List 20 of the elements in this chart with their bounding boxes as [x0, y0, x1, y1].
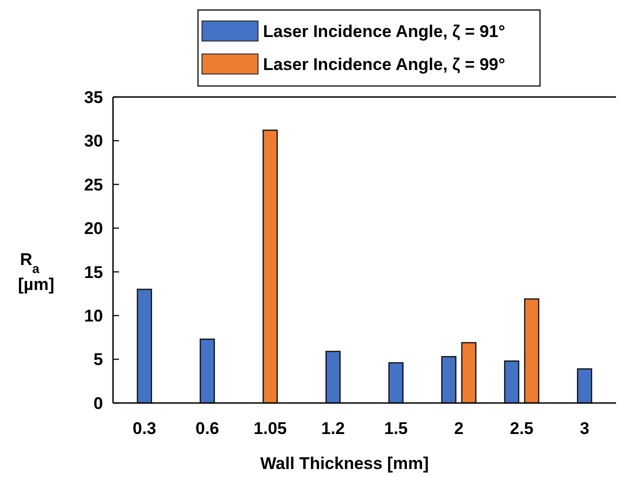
legend-label: Laser Incidence Angle, ζ = 99° — [263, 54, 506, 74]
x-tick-label: 1.05 — [254, 419, 287, 438]
y-tick-label: 5 — [94, 350, 103, 370]
y-tick-label: 0 — [94, 394, 103, 413]
y-tick-label: 15 — [84, 262, 103, 282]
x-tick-label: 2 — [454, 419, 464, 438]
x-axis-title: Wall Thickness [mm] — [260, 454, 429, 473]
y-tick-label: 30 — [84, 132, 103, 151]
x-tick-label: 1.2 — [321, 419, 345, 438]
x-tick-label: 0.6 — [195, 419, 220, 438]
y-tick-label: 25 — [84, 175, 103, 194]
y-tick-label: 10 — [84, 306, 103, 326]
x-tick-label: 0.3 — [132, 419, 156, 438]
x-tick-label: 3 — [580, 419, 590, 438]
y-tick-label: 35 — [84, 88, 103, 107]
y-tick-label: 20 — [84, 219, 103, 238]
x-tick-label: 1.5 — [384, 419, 408, 438]
x-tick-label: 2.5 — [510, 419, 534, 438]
y-axis-title: R$_{a}$ [µm] — [18, 250, 54, 294]
legend-label: Laser Incidence Angle, ζ = 91° — [263, 22, 506, 41]
